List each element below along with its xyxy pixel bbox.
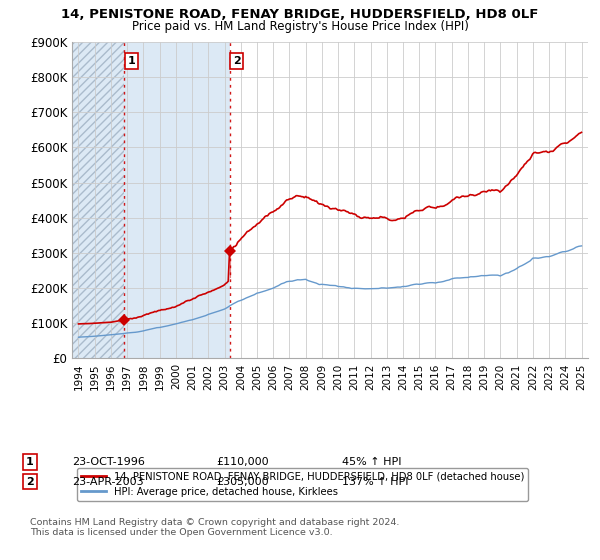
Text: 1: 1 (127, 56, 135, 66)
Text: £305,000: £305,000 (216, 477, 269, 487)
Text: 137% ↑ HPI: 137% ↑ HPI (342, 477, 409, 487)
Text: 2: 2 (233, 56, 241, 66)
Text: 1: 1 (26, 457, 34, 467)
Text: Price paid vs. HM Land Registry's House Price Index (HPI): Price paid vs. HM Land Registry's House … (131, 20, 469, 33)
Bar (72, 42, 124, 358)
Text: 45% ↑ HPI: 45% ↑ HPI (342, 457, 401, 467)
Text: 14, PENISTONE ROAD, FENAY BRIDGE, HUDDERSFIELD, HD8 0LF: 14, PENISTONE ROAD, FENAY BRIDGE, HUDDER… (61, 8, 539, 21)
Text: £110,000: £110,000 (216, 457, 269, 467)
Text: 23-APR-2003: 23-APR-2003 (72, 477, 143, 487)
Bar (72, 42, 124, 358)
Text: 23-OCT-1996: 23-OCT-1996 (72, 457, 145, 467)
Text: 2: 2 (26, 477, 34, 487)
Legend: 14, PENISTONE ROAD, FENAY BRIDGE, HUDDERSFIELD, HD8 0LF (detached house), HPI: A: 14, PENISTONE ROAD, FENAY BRIDGE, HUDDER… (77, 468, 529, 501)
Text: Contains HM Land Registry data © Crown copyright and database right 2024.
This d: Contains HM Land Registry data © Crown c… (30, 518, 400, 538)
Bar (124, 42, 230, 358)
